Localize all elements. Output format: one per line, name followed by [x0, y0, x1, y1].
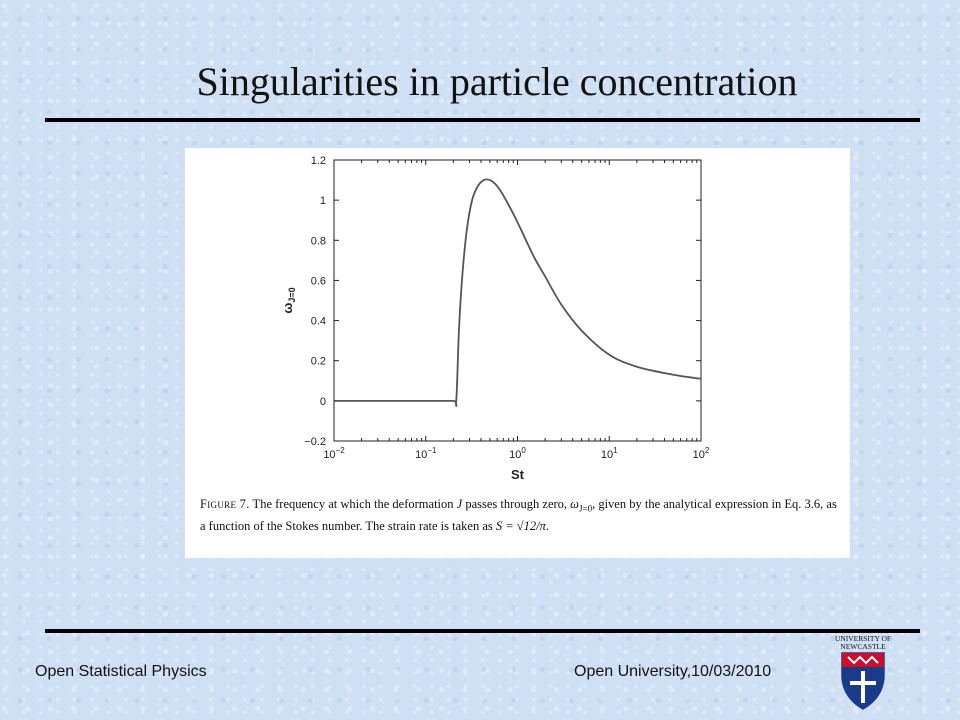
y-tick-label: 0.2	[311, 356, 326, 368]
logo-chief-pattern	[847, 655, 879, 665]
y-tick-label: 1.2	[311, 155, 326, 167]
caption-text-1: The frequency at which the deformation	[249, 497, 457, 511]
x-tick-label: 10−1	[415, 446, 437, 461]
figure-caption: Figure 7. The frequency at which the def…	[200, 496, 840, 535]
y-tick-label: 0	[320, 396, 326, 408]
caption-figure-label: Figure 7.	[200, 497, 250, 511]
y-tick-label: −0.2	[304, 436, 326, 448]
caption-text-2: passes through zero,	[462, 497, 571, 511]
caption-strain-expression: S = √12/π	[495, 518, 546, 533]
figure-panel: St ωJ=0 10−2 10−1 100 101 102 −0.2 0 0.2 0.4 0.6 0.…	[185, 148, 850, 558]
x-tick-label: 102	[693, 446, 710, 461]
y-tick-label: 1	[320, 195, 326, 207]
footer-right-text: Open University,10/03/2010	[574, 663, 772, 680]
line-chart: St ωJ=0 10−2 10−1 100 101 102 −0.2 0 0.2 0.4 0.6 0.…	[280, 155, 710, 482]
caption-var-j: J	[456, 497, 463, 511]
y-axis-label: ωJ=0	[280, 287, 297, 313]
x-tick-label: 101	[601, 446, 618, 461]
caption-omega: ω	[570, 497, 579, 511]
x-axis-label: St	[511, 467, 525, 482]
logo-text-line-2: NEWCASTLE	[840, 642, 886, 651]
caption-text-4: .	[545, 518, 550, 533]
plot-frame	[333, 159, 702, 442]
y-tick-label: 0.6	[311, 275, 326, 287]
title-divider	[45, 118, 920, 122]
footer-divider	[45, 629, 920, 633]
university-logo: UNIVERSITY OF NEWCASTLE	[835, 634, 891, 710]
series-line	[334, 178, 702, 407]
caption-text-3: , given by the analytical expression in …	[200, 497, 837, 533]
y-tick-label: 0.8	[311, 235, 326, 247]
caption-omega-subscript: J=0	[579, 503, 593, 514]
y-tick-label: 0.4	[311, 316, 326, 328]
footer-left-text: Open Statistical Physics	[35, 663, 207, 680]
slide-title: Singularities in particle concentration	[196, 59, 798, 104]
logo-shield-cross	[850, 671, 876, 703]
x-tick-label: 10−2	[323, 446, 345, 461]
x-tick-label: 100	[509, 446, 526, 461]
logo-text-line-1: UNIVERSITY OF	[835, 634, 891, 643]
